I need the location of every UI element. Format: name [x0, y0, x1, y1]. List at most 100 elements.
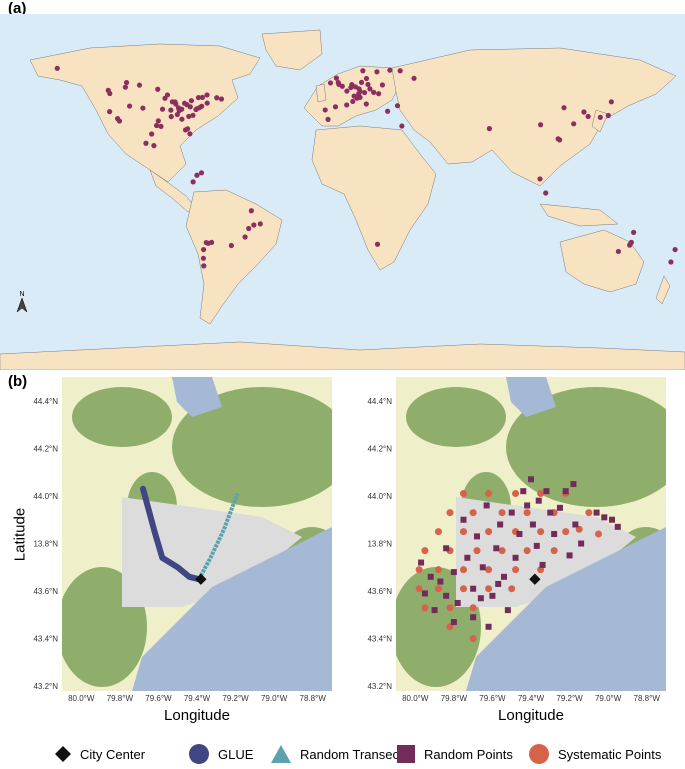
site-marker [194, 106, 200, 112]
systematic-point [498, 547, 506, 555]
site-marker [363, 101, 369, 107]
site-marker [140, 105, 146, 111]
random-point [470, 614, 477, 621]
site-marker [246, 225, 252, 232]
greenland [261, 29, 323, 71]
north-label: N [19, 291, 24, 298]
systematic-point [421, 547, 429, 555]
africa [311, 125, 437, 271]
site-marker [571, 121, 577, 127]
legend-city-center-label: City Center [80, 746, 146, 762]
systematic-point [512, 566, 520, 574]
site-marker [176, 108, 182, 114]
systematic-point [537, 566, 545, 574]
site-marker [194, 172, 200, 178]
random-point [570, 481, 577, 488]
tick-label: 79.4°W [518, 694, 545, 703]
site-marker [169, 99, 175, 105]
japan [591, 109, 609, 133]
map-random-systematic [396, 377, 666, 691]
glue-path [140, 485, 202, 583]
tick-label: 44.4°N [33, 397, 58, 406]
site-marker [199, 94, 206, 100]
site-marker [107, 90, 113, 97]
site-marker [672, 246, 678, 253]
systematic-points [415, 490, 602, 643]
random-point [497, 521, 504, 528]
random-point [418, 559, 425, 566]
site-marker [367, 86, 373, 92]
tick-label: 79.8°W [441, 694, 468, 703]
systematic-point [473, 547, 481, 555]
site-marker [486, 126, 492, 132]
site-marker [394, 103, 401, 109]
north-america [29, 43, 261, 183]
city-center-marker [529, 573, 541, 585]
random-point [578, 540, 585, 547]
tick-label: 78.8°W [634, 694, 661, 703]
systematic-point [469, 635, 477, 643]
antarctica [0, 341, 685, 370]
indonesia [539, 203, 619, 227]
tick-label: 78.8°W [300, 694, 327, 703]
random-point [539, 561, 546, 568]
site-marker [365, 81, 371, 88]
site-marker [251, 222, 257, 228]
site-marker [597, 114, 603, 120]
systematic-point [508, 585, 516, 593]
random-point [454, 599, 461, 606]
legend-glue-label: GLUE [218, 746, 254, 762]
north-arrow: N [16, 291, 28, 313]
systematic-point [446, 623, 454, 631]
site-marker [155, 118, 161, 124]
site-marker [356, 91, 362, 97]
lake-simcoe [506, 377, 556, 417]
site-marker [348, 84, 354, 91]
site-marker [325, 116, 331, 122]
random-point [551, 531, 558, 537]
site-marker [187, 131, 193, 137]
legend-systematic-points: Systematic Points [528, 741, 661, 767]
site-marker [332, 104, 339, 110]
panel-b-label: (b) [8, 373, 28, 390]
tick-label: 79.0°W [261, 694, 288, 703]
site-marker [561, 105, 567, 111]
random-point [470, 585, 477, 592]
systematic-point [434, 566, 442, 574]
random-point [547, 509, 554, 516]
systematic-point [537, 490, 545, 498]
tick-label: 43.4°N [33, 635, 58, 644]
tick-label: 43.2°N [367, 682, 392, 691]
site-marker [174, 111, 180, 118]
site-marker [122, 84, 128, 90]
random-point [533, 542, 540, 549]
systematic-point [460, 585, 467, 593]
legend-random-transect-label: Random Transect [300, 746, 403, 762]
tick-label: 80.0°W [68, 694, 95, 703]
uk [315, 83, 327, 103]
site-marker [179, 116, 185, 122]
legend-random-points: Random Points [396, 741, 513, 767]
site-marker [198, 170, 205, 176]
systematic-point [498, 509, 506, 517]
map-glue-transect [62, 377, 332, 691]
random-point [485, 623, 492, 630]
world-map: N [0, 14, 685, 370]
site-marker [159, 106, 166, 112]
tick-label: 43.6°N [367, 587, 392, 596]
random-point [556, 504, 563, 511]
random-point [431, 607, 438, 614]
random-point [443, 592, 450, 599]
site-marker [361, 89, 368, 96]
legend-glue: GLUE [188, 741, 253, 767]
site-marker [208, 239, 215, 245]
site-marker [107, 109, 113, 115]
site-marker [631, 229, 637, 235]
random-point [493, 545, 500, 552]
random-point [504, 607, 511, 614]
site-marker [344, 88, 350, 94]
site-marker [374, 241, 381, 247]
systematic-point [434, 585, 442, 593]
tick-label: 13.8°N [367, 540, 392, 549]
site-marker [204, 92, 210, 98]
